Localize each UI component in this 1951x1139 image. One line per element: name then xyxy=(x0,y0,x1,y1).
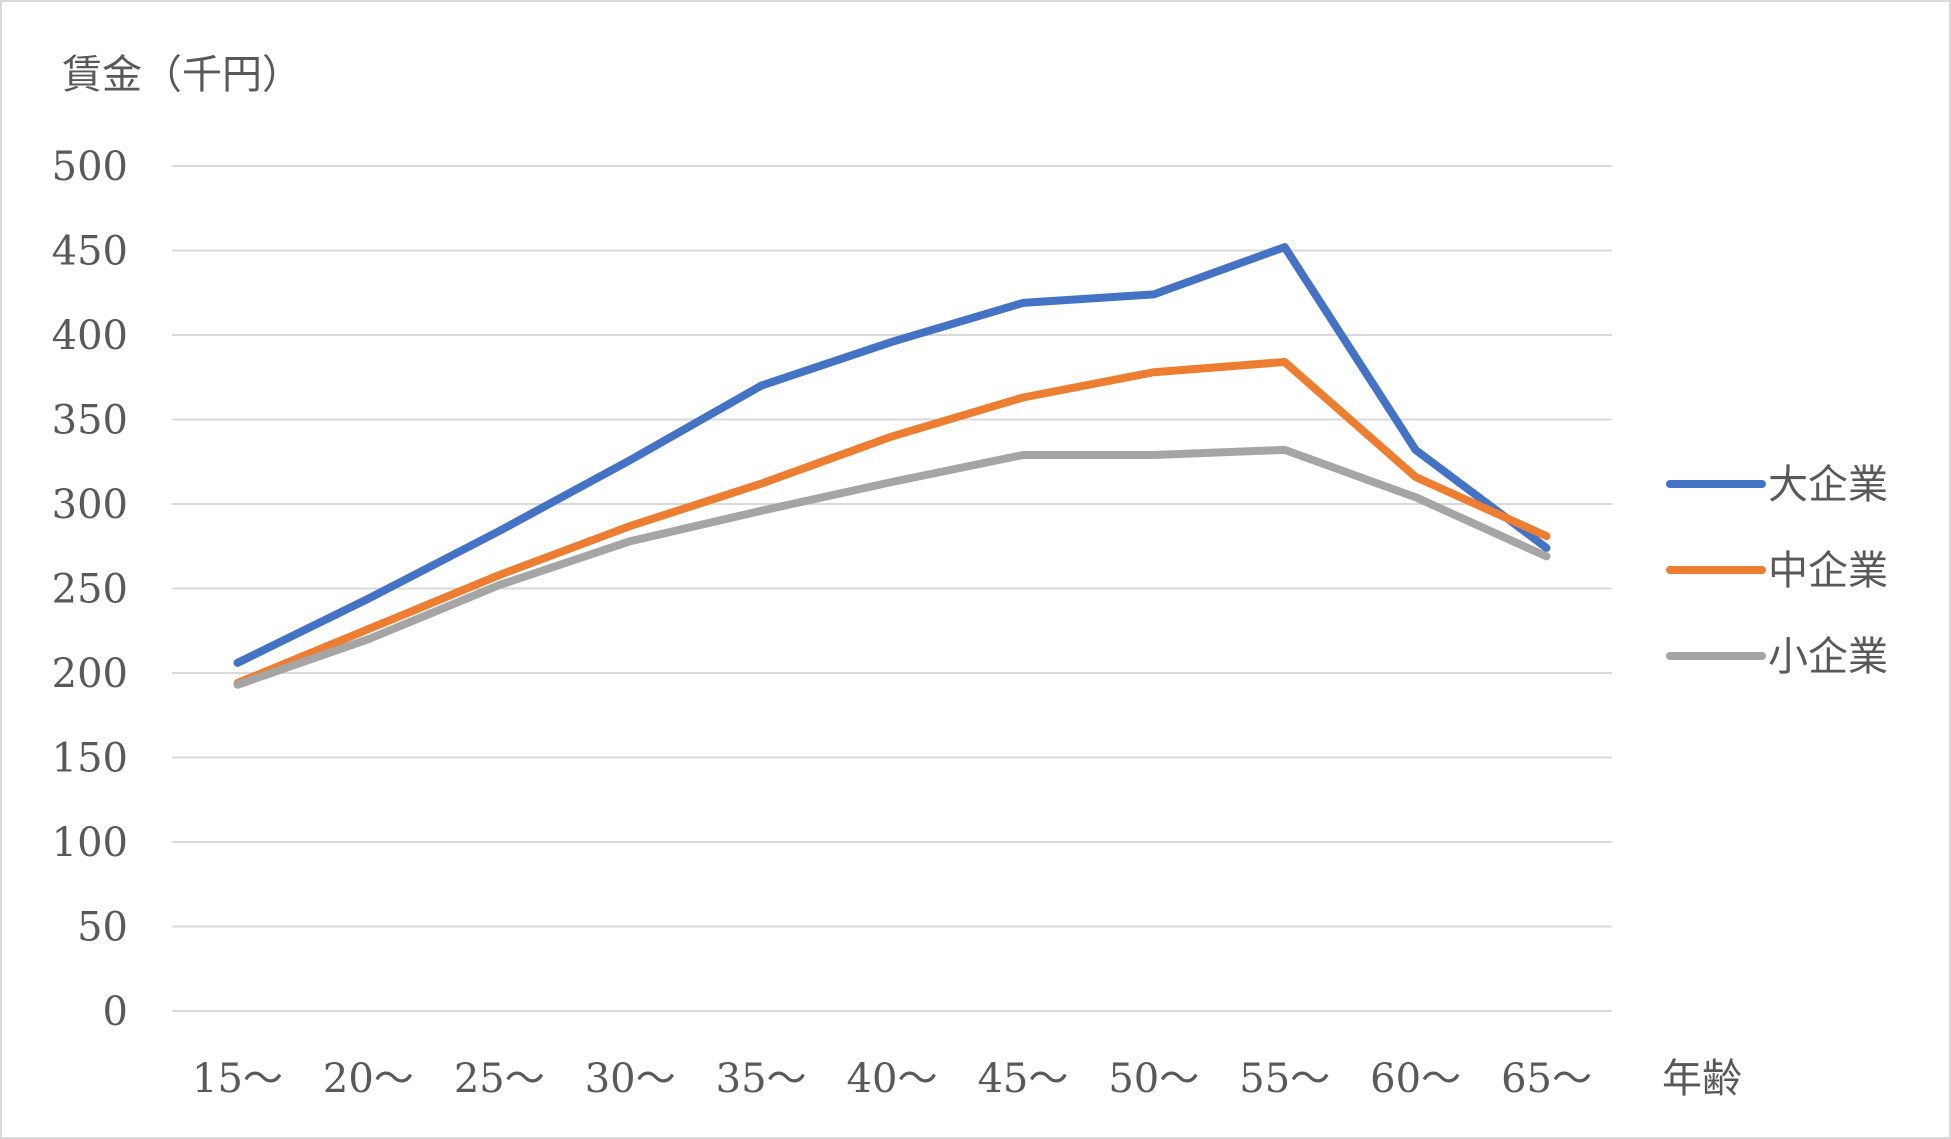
x-tick-label: 35～ xyxy=(716,1056,807,1102)
y-tick-label: 400 xyxy=(52,313,128,359)
x-axis-ticks: 15～ 20～ 25～ 30～ 35～ 40～ 45～ 50～ 55～ 60～ 65～ xyxy=(192,1056,1592,1102)
x-tick-label: 30～ xyxy=(585,1056,676,1102)
x-tick-label: 65～ xyxy=(1501,1056,1592,1102)
x-tick-label: 55～ xyxy=(1239,1056,1330,1102)
series-line xyxy=(233,445,1551,689)
x-tick-label: 45～ xyxy=(977,1056,1068,1102)
x-tick-label: 25～ xyxy=(454,1056,545,1102)
x-tick-label: 15～ xyxy=(192,1056,283,1102)
x-tick-label: 60～ xyxy=(1370,1056,1461,1102)
legend-label: 小企業 xyxy=(1768,634,1888,680)
y-tick-label: 450 xyxy=(52,229,128,275)
y-axis-title: 賃金（千円） xyxy=(62,52,302,98)
y-axis-ticks: 0 50 100 150 200 250 300 350 400 450 500 xyxy=(52,144,128,1035)
legend-label: 中企業 xyxy=(1768,548,1888,594)
y-tick-label: 500 xyxy=(52,144,128,190)
y-tick-label: 100 xyxy=(52,820,128,866)
x-axis-title: 年齢 xyxy=(1662,1056,1742,1102)
y-tick-label: 350 xyxy=(52,398,128,444)
series-line xyxy=(233,243,1551,667)
y-tick-label: 300 xyxy=(52,482,128,528)
series-line xyxy=(233,358,1551,688)
y-tick-label: 150 xyxy=(52,736,128,782)
y-tick-label: 200 xyxy=(52,651,128,697)
legend-label: 大企業 xyxy=(1768,462,1888,508)
y-tick-label: 0 xyxy=(103,989,128,1035)
series-lines xyxy=(233,243,1551,689)
x-tick-label: 40～ xyxy=(847,1056,938,1102)
y-tick-label: 50 xyxy=(77,905,128,951)
y-tick-label: 250 xyxy=(52,567,128,613)
x-tick-label: 20～ xyxy=(323,1056,414,1102)
x-tick-label: 50～ xyxy=(1108,1056,1199,1102)
gridlines xyxy=(172,165,1612,1012)
